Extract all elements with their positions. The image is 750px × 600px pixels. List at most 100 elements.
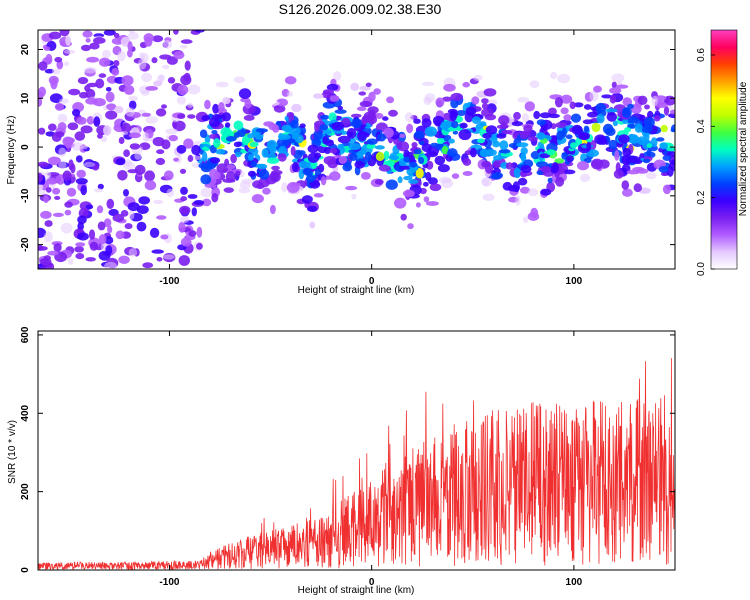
spectrogram-blob xyxy=(451,173,460,179)
spectrogram-blob xyxy=(382,116,389,121)
spectrogram-blob xyxy=(592,57,601,64)
spectrogram-blob xyxy=(669,80,675,87)
spectrogram-blob xyxy=(145,116,158,124)
spectrogram-blob xyxy=(653,114,661,122)
spectrogram-blob xyxy=(621,180,630,190)
spectrogram-blob xyxy=(111,67,120,76)
spectrogram-blob xyxy=(406,123,414,134)
spectrogram-blob xyxy=(235,170,241,177)
spectrogram-blob xyxy=(176,95,186,105)
spectrogram-blob xyxy=(612,120,619,127)
spectrogram-blob xyxy=(120,131,129,136)
spectrogram-blob xyxy=(481,98,489,104)
spectrogram-blob xyxy=(59,30,70,37)
spectrogram-blob xyxy=(307,152,320,163)
spectrogram-blob xyxy=(93,116,101,127)
spectrogram-blob xyxy=(202,151,208,163)
spectrogram-blob xyxy=(642,158,651,164)
spectrogram-blob xyxy=(156,74,164,84)
spectrogram-blob xyxy=(208,117,220,128)
spectrogram-blob xyxy=(292,161,299,173)
spectrogram-blob xyxy=(409,85,420,93)
spectrogram-blob xyxy=(178,255,190,266)
snr-y-label: SNR (10 * v/v) xyxy=(7,420,18,484)
spectrogram-blob xyxy=(513,111,521,120)
spectrogram-blob xyxy=(180,39,193,44)
spectrogram-blob xyxy=(179,205,191,215)
spectrogram-blob xyxy=(442,96,453,102)
spectrogram-blob xyxy=(117,170,128,181)
spectrogram-blob xyxy=(413,118,421,124)
spectrogram-blob xyxy=(606,112,618,122)
spectrogram-blob xyxy=(655,102,668,108)
spectrogram-blob xyxy=(624,127,632,133)
spectrogram-blob xyxy=(662,155,672,161)
spectrogram-blob xyxy=(481,103,489,110)
spectrogram-blob xyxy=(117,50,126,62)
spectrogram-blob xyxy=(136,205,149,215)
spectrogram-blob xyxy=(441,178,454,189)
spectrogram-blob xyxy=(235,151,242,158)
spectrogram-blob xyxy=(399,133,406,138)
spectrogram-blob xyxy=(156,257,163,262)
spectrogram-y-tick-label: 0 xyxy=(20,144,31,150)
spectrogram-blob xyxy=(511,121,524,127)
spectrogram-blob xyxy=(539,112,552,119)
spectrogram-blobs xyxy=(38,30,675,269)
spectrogram-blob xyxy=(226,164,236,170)
spectrogram-blob xyxy=(188,230,197,237)
spectrogram-blob xyxy=(166,188,175,198)
spectrogram-blob xyxy=(601,94,613,99)
spectrogram-blob xyxy=(429,183,442,192)
spectrogram-blob xyxy=(62,136,74,147)
snr-x-tick-label: -100 xyxy=(159,577,179,588)
colorbar-gradient xyxy=(710,29,738,270)
spectrogram-blob xyxy=(373,88,381,95)
spectrogram-blob xyxy=(161,104,167,109)
spectrogram-blob xyxy=(278,133,284,141)
spectrogram-blob xyxy=(385,179,398,190)
spectrogram-blob xyxy=(365,82,372,88)
spectrogram-blob xyxy=(176,144,187,154)
spectrogram-blob xyxy=(177,113,186,119)
spectrogram-blob xyxy=(587,111,598,118)
spectrogram-blob xyxy=(359,85,371,91)
spectrogram-blob xyxy=(418,156,425,165)
spectrogram-blob xyxy=(38,97,43,107)
spectrogram-frame xyxy=(37,29,676,270)
spectrogram-blob xyxy=(435,204,447,210)
spectrogram-blob xyxy=(464,70,475,76)
spectrogram-y-tick-label: 10 xyxy=(20,92,31,104)
spectrogram-x-tick-label: -100 xyxy=(159,276,179,287)
spectrogram-blob xyxy=(180,186,188,195)
spectrogram-blob xyxy=(66,187,77,197)
spectrogram-blob xyxy=(47,250,59,256)
figure-title: S126.2026.009.02.38.E30 xyxy=(279,1,442,17)
spectrogram-blob xyxy=(443,83,456,92)
spectrogram-blob xyxy=(180,74,192,86)
spectrogram-blob xyxy=(329,95,340,102)
spectrogram-blob xyxy=(57,122,67,132)
spectrogram-blob xyxy=(113,60,120,67)
spectrogram-y-label: Frequency (Hz) xyxy=(6,116,17,185)
spectrogram-blob xyxy=(375,151,385,162)
spectrogram-blob xyxy=(498,115,510,126)
spectrogram-blob xyxy=(196,226,203,238)
spectrogram-blob xyxy=(48,75,59,85)
spectrogram-blob xyxy=(421,143,432,153)
spectrogram-blob xyxy=(613,169,624,179)
spectrogram-blob xyxy=(92,98,106,107)
spectrogram-blob xyxy=(127,202,140,212)
spectrogram-blob xyxy=(65,35,71,46)
spectrogram-blob xyxy=(163,170,174,181)
spectrogram-blob xyxy=(425,151,438,158)
spectrogram-blob xyxy=(237,128,246,138)
spectrogram-blob xyxy=(547,177,553,184)
spectrogram-blob xyxy=(128,248,138,257)
spectrogram-blob xyxy=(498,149,511,154)
spectrogram-blob xyxy=(566,155,574,163)
spectrogram-blob xyxy=(187,194,198,199)
spectrogram-blob xyxy=(496,66,504,73)
spectrogram-blob xyxy=(46,177,58,185)
